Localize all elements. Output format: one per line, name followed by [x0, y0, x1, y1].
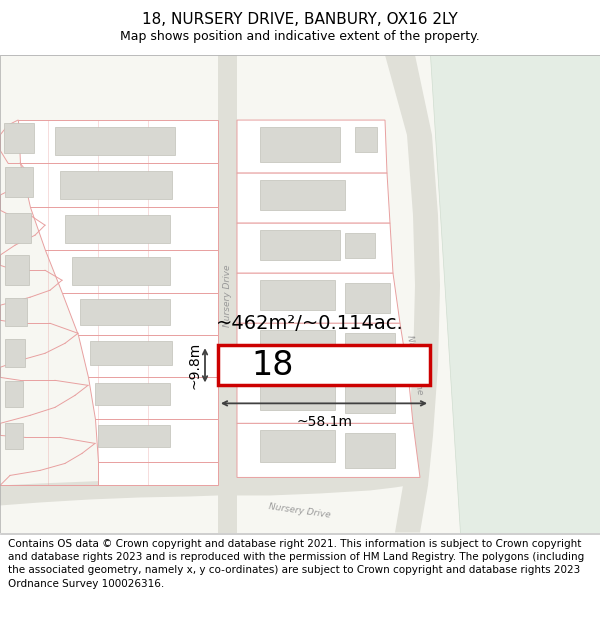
Bar: [5, 298, 27, 326]
Bar: [5, 213, 31, 243]
Polygon shape: [20, 163, 218, 207]
Bar: [260, 431, 335, 462]
Bar: [345, 383, 395, 413]
Bar: [55, 127, 175, 155]
Polygon shape: [237, 120, 387, 173]
Polygon shape: [78, 335, 218, 378]
Bar: [5, 167, 33, 197]
Polygon shape: [218, 55, 237, 532]
Polygon shape: [0, 456, 428, 506]
Polygon shape: [88, 378, 218, 419]
Text: 18, NURSERY DRIVE, BANBURY, OX16 2LY: 18, NURSERY DRIVE, BANBURY, OX16 2LY: [142, 12, 458, 27]
Polygon shape: [237, 173, 390, 223]
Text: Contains OS data © Crown copyright and database right 2021. This information is : Contains OS data © Crown copyright and d…: [8, 539, 584, 589]
Bar: [260, 280, 335, 310]
Polygon shape: [18, 120, 218, 163]
Bar: [5, 381, 23, 408]
Polygon shape: [237, 373, 413, 423]
Text: Map shows position and indicative extent of the property.: Map shows position and indicative extent…: [120, 30, 480, 43]
Text: ~9.8m: ~9.8m: [187, 342, 201, 389]
Bar: [95, 383, 170, 406]
Text: Nursery Lane: Nursery Lane: [406, 335, 425, 396]
Bar: [80, 299, 170, 325]
Bar: [98, 426, 170, 448]
Bar: [260, 230, 340, 260]
Bar: [355, 127, 377, 152]
Polygon shape: [62, 293, 218, 335]
Bar: [260, 127, 340, 162]
Bar: [5, 255, 29, 285]
Polygon shape: [98, 462, 218, 486]
Bar: [5, 339, 25, 367]
Bar: [345, 333, 395, 368]
Text: ~462m²/~0.114ac.: ~462m²/~0.114ac.: [216, 314, 404, 332]
Bar: [5, 423, 23, 449]
Polygon shape: [95, 419, 218, 462]
Bar: [345, 433, 395, 468]
Bar: [345, 233, 375, 258]
Text: 18: 18: [251, 349, 293, 382]
Polygon shape: [30, 207, 218, 250]
Bar: [65, 215, 170, 243]
Polygon shape: [237, 273, 400, 323]
Bar: [90, 341, 172, 366]
Polygon shape: [385, 55, 440, 532]
Polygon shape: [218, 345, 430, 386]
Polygon shape: [45, 250, 218, 293]
Polygon shape: [237, 423, 420, 478]
Text: Nursery Drive: Nursery Drive: [268, 502, 332, 519]
Bar: [260, 180, 345, 210]
Text: ~58.1m: ~58.1m: [296, 416, 352, 429]
Polygon shape: [237, 323, 408, 373]
Bar: [72, 258, 170, 285]
Polygon shape: [237, 223, 393, 273]
Bar: [4, 123, 34, 153]
Bar: [260, 330, 335, 361]
Text: Nursery Drive: Nursery Drive: [223, 264, 232, 326]
Bar: [60, 171, 172, 199]
Polygon shape: [430, 55, 600, 532]
Bar: [260, 381, 335, 411]
Bar: [345, 283, 390, 313]
